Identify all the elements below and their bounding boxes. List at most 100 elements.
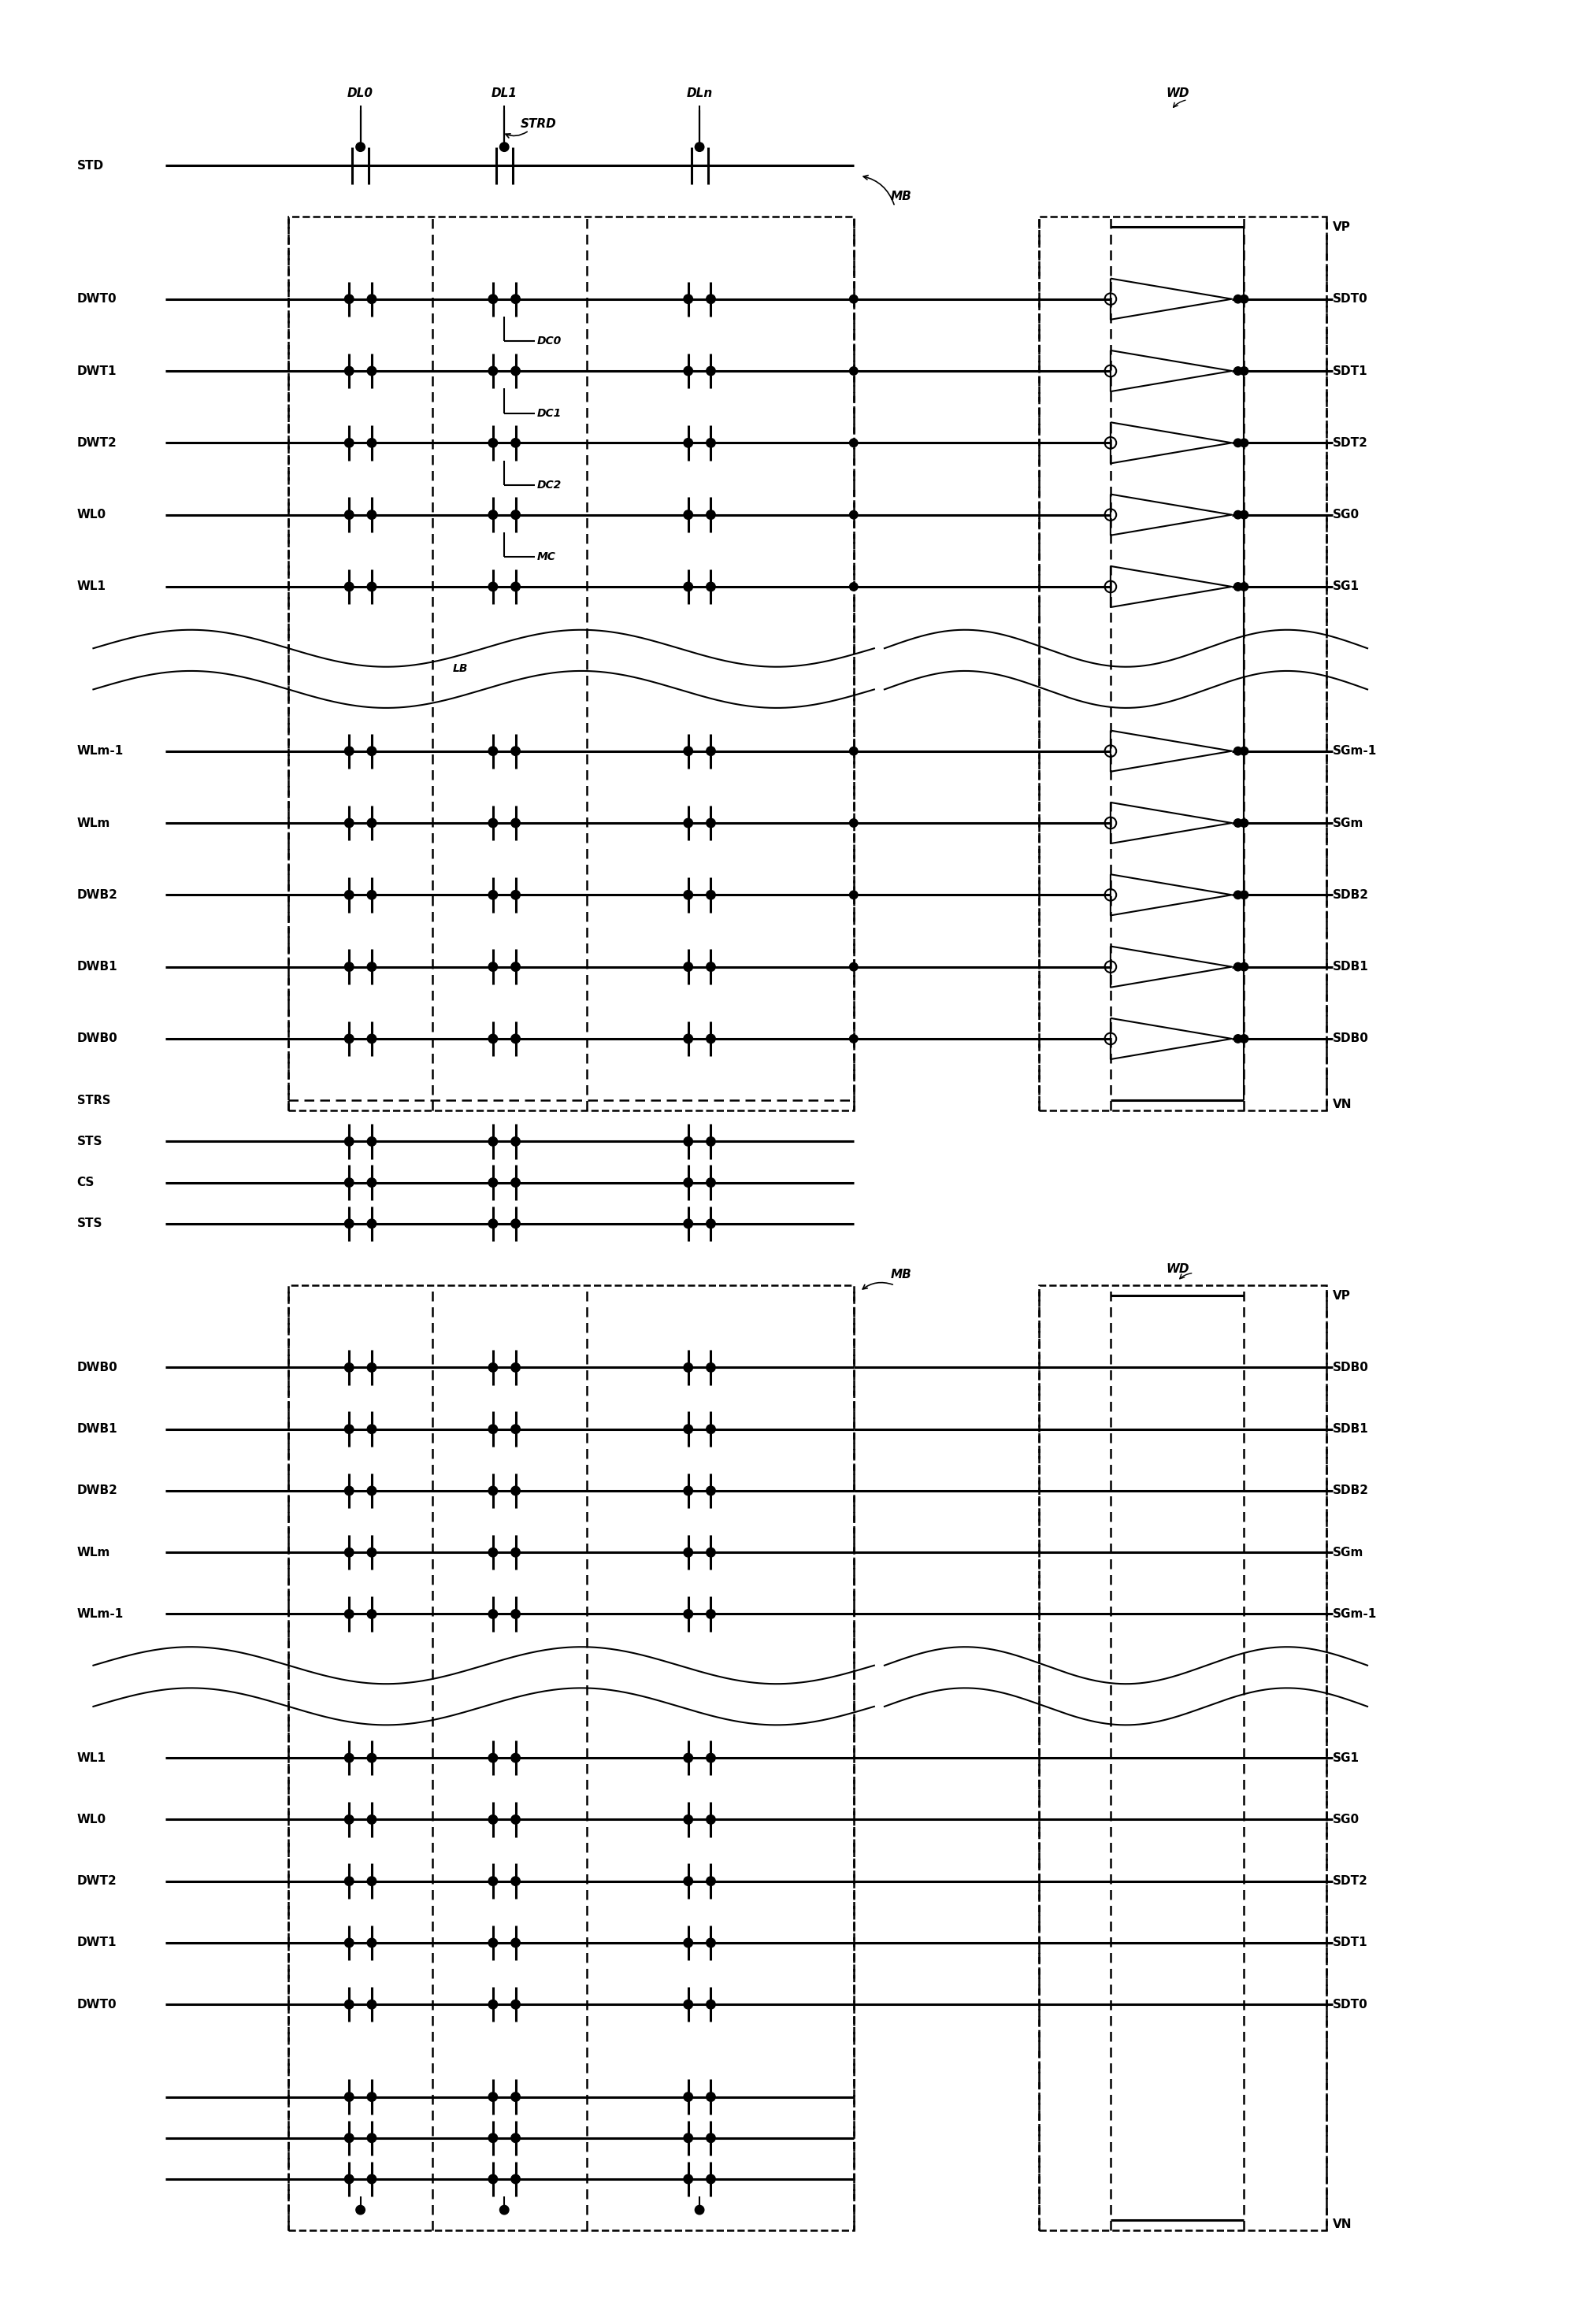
- Text: STS: STS: [78, 1218, 103, 1229]
- Circle shape: [684, 746, 692, 755]
- Circle shape: [706, 439, 716, 449]
- Circle shape: [501, 142, 508, 151]
- Circle shape: [512, 295, 520, 304]
- Circle shape: [684, 1938, 692, 1948]
- Text: WL1: WL1: [78, 1752, 106, 1764]
- Circle shape: [488, 2092, 497, 2101]
- Circle shape: [367, 367, 377, 376]
- Circle shape: [849, 583, 859, 590]
- Circle shape: [706, 2001, 716, 2008]
- Circle shape: [488, 2175, 497, 2185]
- Circle shape: [706, 1362, 716, 1371]
- Circle shape: [512, 1611, 520, 1618]
- Circle shape: [706, 890, 716, 899]
- Circle shape: [345, 1034, 353, 1043]
- Text: SG0: SG0: [1332, 509, 1359, 521]
- Circle shape: [706, 818, 716, 827]
- Circle shape: [367, 1034, 377, 1043]
- Text: VP: VP: [1332, 1290, 1351, 1301]
- Circle shape: [684, 1034, 692, 1043]
- Circle shape: [488, 1875, 497, 1885]
- Circle shape: [684, 1178, 692, 1188]
- Circle shape: [684, 1487, 692, 1494]
- Circle shape: [367, 583, 377, 590]
- Circle shape: [706, 1815, 716, 1824]
- Circle shape: [367, 2001, 377, 2008]
- Circle shape: [512, 962, 520, 971]
- Circle shape: [345, 1815, 353, 1824]
- Text: WD: WD: [1166, 1262, 1190, 1276]
- Text: SDT0: SDT0: [1332, 1999, 1367, 2010]
- Circle shape: [367, 818, 377, 827]
- Circle shape: [1234, 295, 1242, 302]
- Circle shape: [849, 367, 859, 374]
- Circle shape: [356, 2205, 364, 2215]
- Text: SG1: SG1: [1332, 581, 1359, 593]
- Bar: [1039, 1285, 1326, 2231]
- Text: SDB2: SDB2: [1332, 1485, 1369, 1497]
- Text: VP: VP: [1332, 221, 1351, 232]
- Circle shape: [706, 962, 716, 971]
- Circle shape: [706, 1611, 716, 1618]
- Text: WLm-1: WLm-1: [78, 746, 124, 758]
- Bar: [1039, 216, 1326, 1111]
- Circle shape: [488, 962, 497, 971]
- Circle shape: [512, 818, 520, 827]
- Text: SDB1: SDB1: [1332, 1422, 1369, 1434]
- Circle shape: [488, 583, 497, 590]
- Circle shape: [684, 1875, 692, 1885]
- Circle shape: [1234, 1034, 1242, 1043]
- Text: WLm-1: WLm-1: [78, 1608, 124, 1620]
- Circle shape: [345, 295, 353, 304]
- Circle shape: [367, 1938, 377, 1948]
- Circle shape: [488, 1815, 497, 1824]
- Text: DWT2: DWT2: [78, 1875, 117, 1887]
- Circle shape: [706, 1548, 716, 1557]
- Circle shape: [345, 890, 353, 899]
- Bar: [288, 216, 854, 1111]
- Circle shape: [345, 1938, 353, 1948]
- Circle shape: [345, 818, 353, 827]
- Circle shape: [488, 1362, 497, 1371]
- Circle shape: [1240, 583, 1248, 590]
- Circle shape: [706, 1875, 716, 1885]
- Text: SDT1: SDT1: [1332, 365, 1367, 376]
- Circle shape: [367, 1875, 377, 1885]
- Circle shape: [512, 1136, 520, 1146]
- Circle shape: [512, 439, 520, 449]
- Circle shape: [488, 295, 497, 304]
- Circle shape: [488, 1752, 497, 1762]
- Circle shape: [367, 1178, 377, 1188]
- Circle shape: [345, 1425, 353, 1434]
- Text: SDT2: SDT2: [1332, 437, 1369, 449]
- Circle shape: [1234, 746, 1242, 755]
- Circle shape: [1240, 295, 1248, 302]
- Circle shape: [1240, 890, 1248, 899]
- Circle shape: [512, 1938, 520, 1948]
- Text: WLm: WLm: [78, 818, 111, 830]
- Text: MB: MB: [890, 191, 912, 202]
- Circle shape: [1234, 511, 1242, 518]
- Circle shape: [488, 1136, 497, 1146]
- Circle shape: [367, 439, 377, 449]
- Circle shape: [345, 511, 353, 518]
- Text: WD: WD: [1166, 88, 1190, 100]
- Circle shape: [488, 511, 497, 518]
- Circle shape: [512, 2001, 520, 2008]
- Text: MB: MB: [890, 1269, 912, 1281]
- Circle shape: [1234, 367, 1242, 374]
- Circle shape: [488, 1487, 497, 1494]
- Circle shape: [488, 1611, 497, 1618]
- Circle shape: [684, 2133, 692, 2143]
- Circle shape: [345, 962, 353, 971]
- Text: DL0: DL0: [347, 88, 374, 100]
- Circle shape: [684, 1548, 692, 1557]
- Circle shape: [367, 2092, 377, 2101]
- Circle shape: [849, 439, 859, 446]
- Circle shape: [367, 746, 377, 755]
- Circle shape: [684, 1752, 692, 1762]
- Circle shape: [684, 2001, 692, 2008]
- Circle shape: [706, 2092, 716, 2101]
- Circle shape: [488, 2133, 497, 2143]
- Circle shape: [849, 295, 859, 302]
